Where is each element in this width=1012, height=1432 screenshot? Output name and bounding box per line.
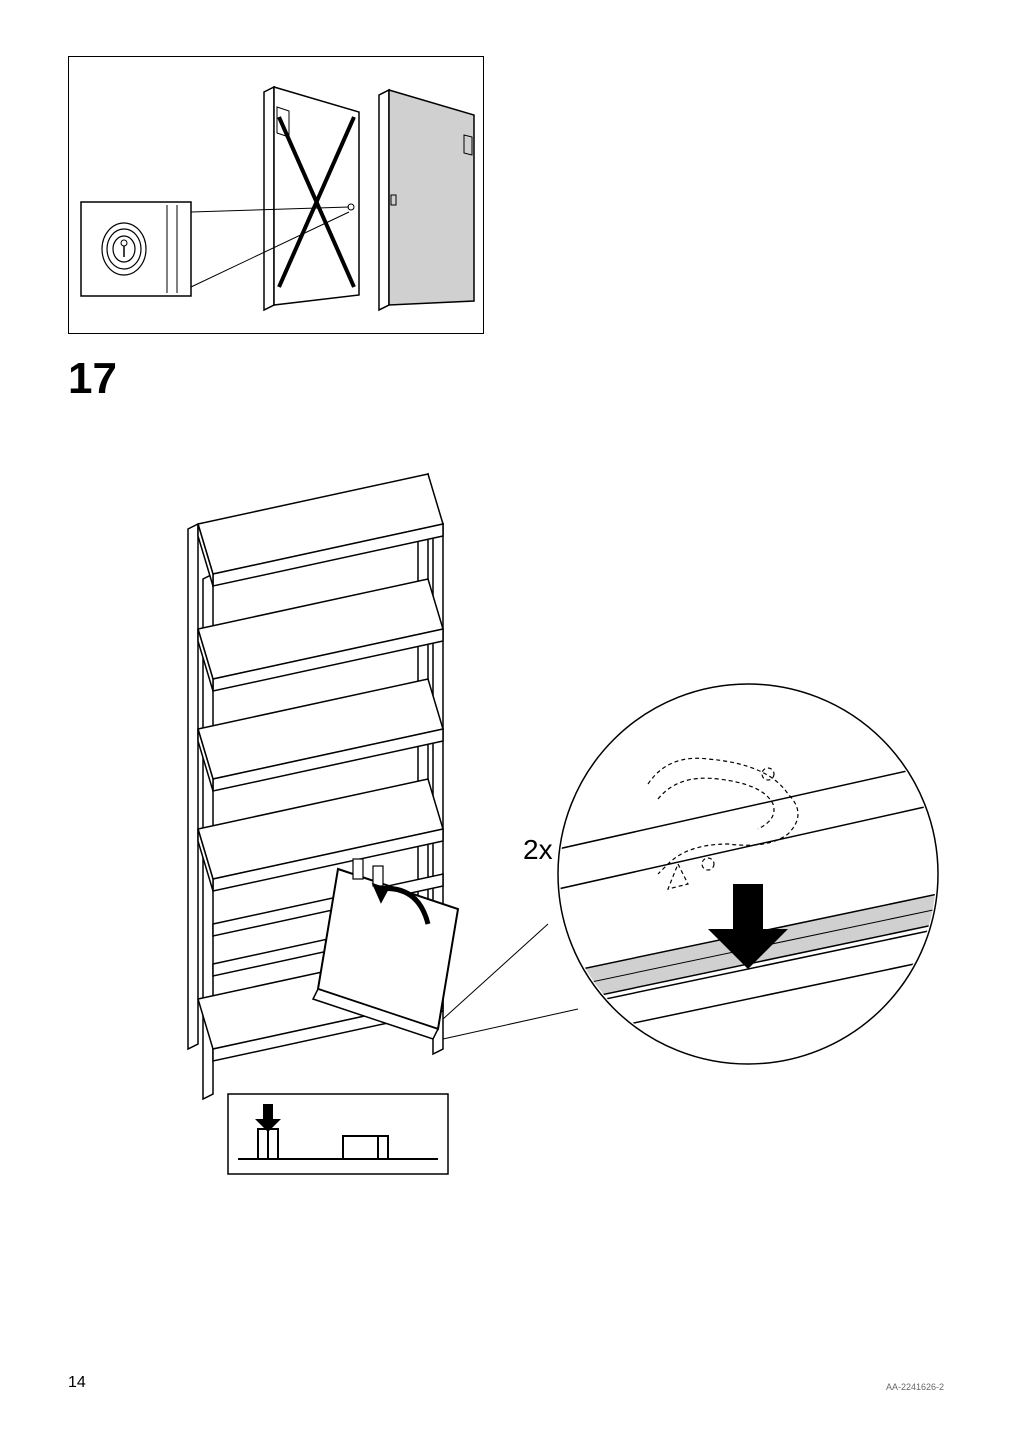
document-id: AA-2241626-2 bbox=[886, 1382, 944, 1392]
page-number: 14 bbox=[68, 1374, 86, 1392]
profile-inset bbox=[228, 1094, 448, 1174]
shelf-unit bbox=[188, 474, 458, 1099]
instruction-page: 17 bbox=[0, 0, 1012, 1432]
top-panel bbox=[68, 56, 484, 334]
hinge-detail-circle bbox=[558, 684, 938, 1064]
main-illustration: 2x bbox=[68, 464, 944, 1184]
step-number: 17 bbox=[68, 354, 944, 404]
shelf-assembly-diagram bbox=[68, 464, 944, 1184]
door-orientation-diagram bbox=[69, 57, 485, 335]
quantity-label: 2x bbox=[523, 834, 553, 866]
